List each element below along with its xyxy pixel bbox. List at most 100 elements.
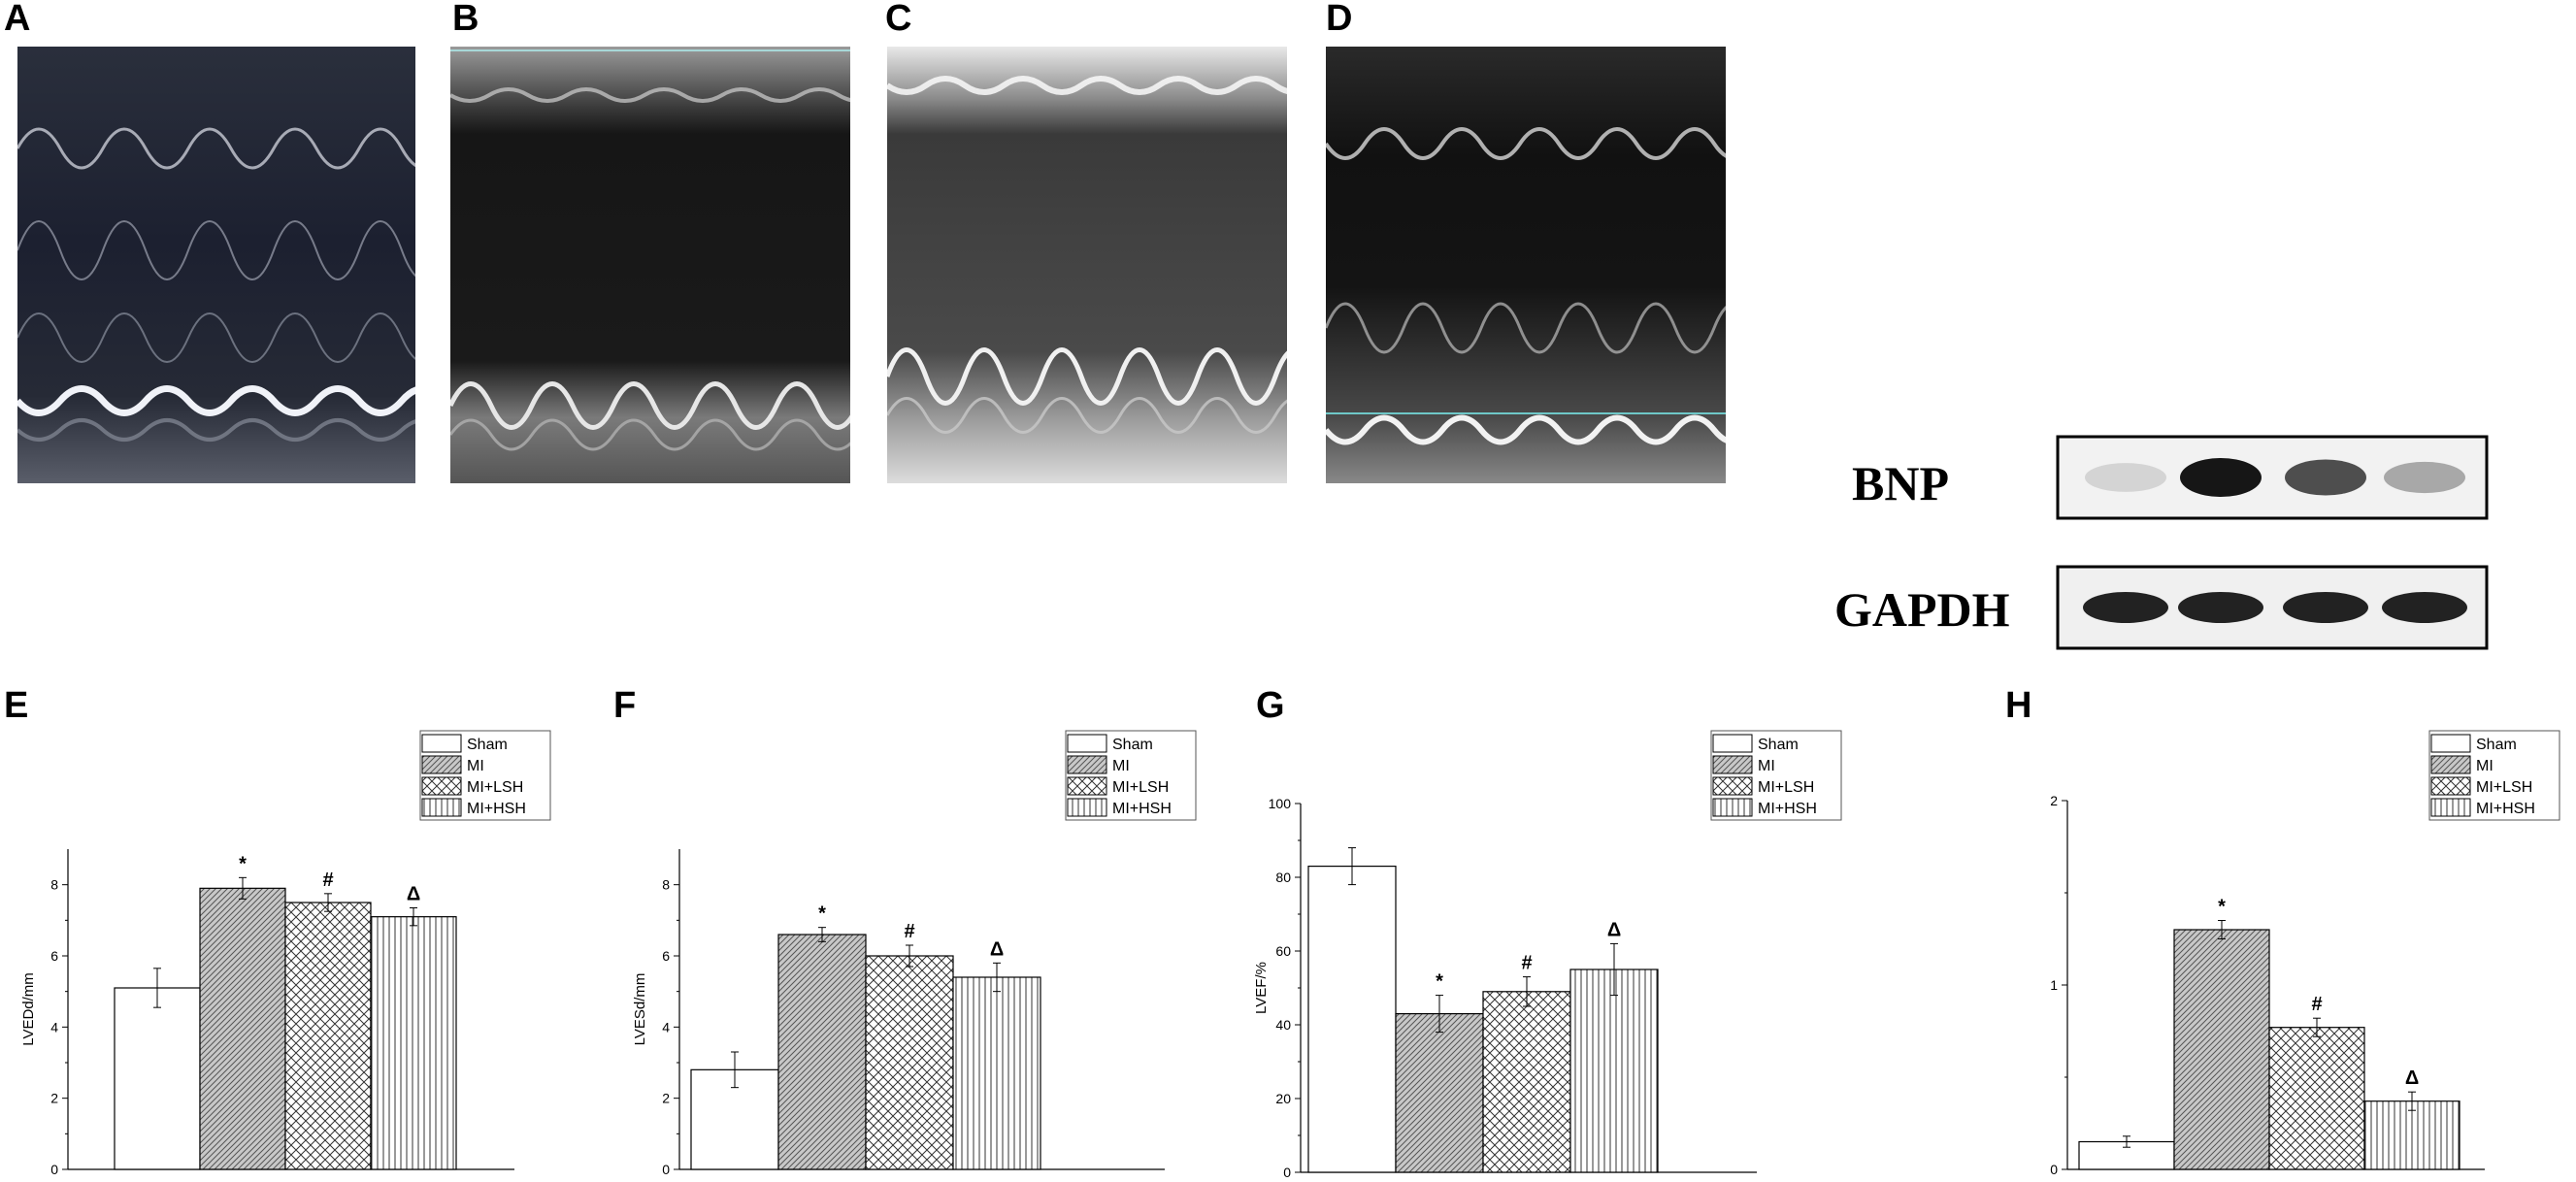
y-tick-label: 100 (1269, 796, 1292, 811)
legend-label: MI+HSH (2476, 801, 2535, 817)
echo-image-d (1326, 47, 1726, 483)
bar-mi-hsh (1569, 969, 1659, 1173)
blot-label-bnp: BNP (1852, 456, 1949, 510)
bar-mi (1395, 1013, 1484, 1173)
y-axis-label: LVESd/mm (632, 973, 648, 1046)
legend-label: Sham (2476, 737, 2517, 753)
legend: Sham MI MI+LSH MI+HSH (2428, 730, 2560, 821)
chart-f-lvesd: 0 2 4 6 8 LVESd/mm * # Δ Sham MI MI+LSH MI+HSH (632, 730, 1197, 1177)
y-tick-label: 2 (662, 1091, 670, 1106)
y-tick-label: 2 (50, 1091, 58, 1106)
legend-swatch (2430, 776, 2471, 796)
y-tick-label: 6 (662, 948, 670, 964)
legend-label: Sham (1112, 737, 1153, 753)
bar-mi-hsh (2363, 1100, 2460, 1170)
legend-swatch (1712, 776, 1753, 796)
gapdh-band (2178, 592, 2263, 623)
bar-mi (2173, 929, 2270, 1170)
y-axis-label: LVEF/% (1253, 962, 1270, 1014)
bar-mi (777, 934, 867, 1170)
bar-mi-lsh (865, 955, 954, 1170)
significance-mark: * (818, 903, 826, 925)
significance-mark: # (2311, 994, 2322, 1015)
echo-image-b (450, 47, 850, 483)
bnp-bands (2085, 458, 2465, 497)
legend-label: Sham (467, 737, 508, 753)
echo-image-b-graphic (450, 47, 850, 483)
legend-label: MI+HSH (1112, 801, 1172, 817)
legend-swatch (421, 734, 462, 753)
western-blot-graphic: BNP GAPDH (1834, 435, 2489, 650)
legend-label: MI+LSH (467, 779, 523, 796)
panel-label-b: B (452, 0, 479, 39)
y-tick-label: 8 (662, 877, 670, 893)
legend-label: MI+HSH (467, 801, 526, 817)
significance-mark: Δ (990, 938, 1004, 960)
significance-mark: Δ (1607, 919, 1621, 940)
legend-swatch (1067, 776, 1107, 796)
legend-swatch (1712, 798, 1753, 817)
bar-mi-lsh (2268, 1027, 2365, 1170)
panel-label-d: D (1326, 0, 1353, 39)
y-tick-label: 80 (1275, 870, 1291, 885)
bnp-band (2384, 461, 2465, 494)
significance-mark: # (904, 921, 914, 942)
y-tick-label: 4 (50, 1019, 58, 1034)
y-axis-label: LVEDd/mm (20, 972, 37, 1046)
y-tick-label: 2 (2050, 793, 2058, 808)
bar-sham (1307, 866, 1397, 1173)
legend-swatch (1067, 734, 1107, 753)
panel-label-h: H (2005, 685, 2032, 726)
echo-image-c (887, 47, 1287, 483)
bar-mi-lsh (284, 902, 372, 1170)
y-tick-label: 40 (1275, 1017, 1291, 1033)
panel-label-g: G (1256, 685, 1285, 726)
y-tick-label: 20 (1275, 1091, 1291, 1106)
legend-label: MI (2476, 758, 2493, 774)
bar-mi (199, 887, 286, 1170)
legend-swatch (2430, 798, 2471, 817)
chart-h-bnp: 0 1 2 * # Δ Sham MI MI+LSH MI+HSH (2050, 730, 2560, 1177)
western-blot-panel: BNP GAPDH (1796, 427, 2572, 660)
legend: Sham MI MI+LSH MI+HSH (1065, 730, 1197, 821)
significance-mark: # (1521, 953, 1532, 974)
y-tick-label: 4 (662, 1019, 670, 1034)
legend-swatch (1712, 734, 1753, 753)
gapdh-bands (2083, 592, 2467, 623)
panel-label-f: F (613, 685, 637, 726)
legend-label: MI (467, 758, 484, 774)
legend-label: MI+LSH (1758, 779, 1814, 796)
y-tick-label: 0 (50, 1162, 58, 1177)
significance-mark: Δ (407, 884, 420, 905)
significance-mark: * (2218, 897, 2226, 918)
bar-mi-hsh (370, 916, 457, 1170)
legend-label: MI+HSH (1758, 801, 1817, 817)
panel-label-c: C (885, 0, 912, 39)
panel-label-e: E (4, 685, 29, 726)
legend: Sham MI MI+LSH MI+HSH (419, 730, 551, 821)
legend-swatch (1067, 798, 1107, 817)
echo-image-a (17, 47, 415, 483)
significance-mark: # (322, 870, 333, 891)
gapdh-band (2382, 592, 2467, 623)
legend-swatch (1067, 755, 1107, 774)
chart-g-lvef: 0 20 40 60 80 100 LVEF/% * # Δ Sham MI MI+LSH MI+HSH (1253, 730, 1842, 1180)
chart-e-lvedd: 0 2 4 6 8 LVEDd/mm * # Δ Sham MI MI+LSH MI+HSH (20, 730, 551, 1177)
blot-label-gapdh: GAPDH (1834, 582, 2010, 637)
legend-swatch (2430, 734, 2471, 753)
gapdh-band (2283, 592, 2368, 623)
legend-label: MI (1758, 758, 1775, 774)
bnp-band (2285, 459, 2366, 496)
legend-swatch (1712, 755, 1753, 774)
legend-swatch (421, 798, 462, 817)
bnp-band (2085, 463, 2166, 492)
legend-swatch (421, 776, 462, 796)
legend-label: MI (1112, 758, 1130, 774)
echo-image-d-graphic (1326, 47, 1726, 483)
bar-mi-hsh (952, 976, 1041, 1170)
legend-label: MI+LSH (2476, 779, 2532, 796)
panel-label-a: A (4, 0, 31, 39)
bnp-band (2180, 458, 2262, 497)
y-tick-label: 6 (50, 948, 58, 964)
bar-sham (114, 987, 201, 1170)
